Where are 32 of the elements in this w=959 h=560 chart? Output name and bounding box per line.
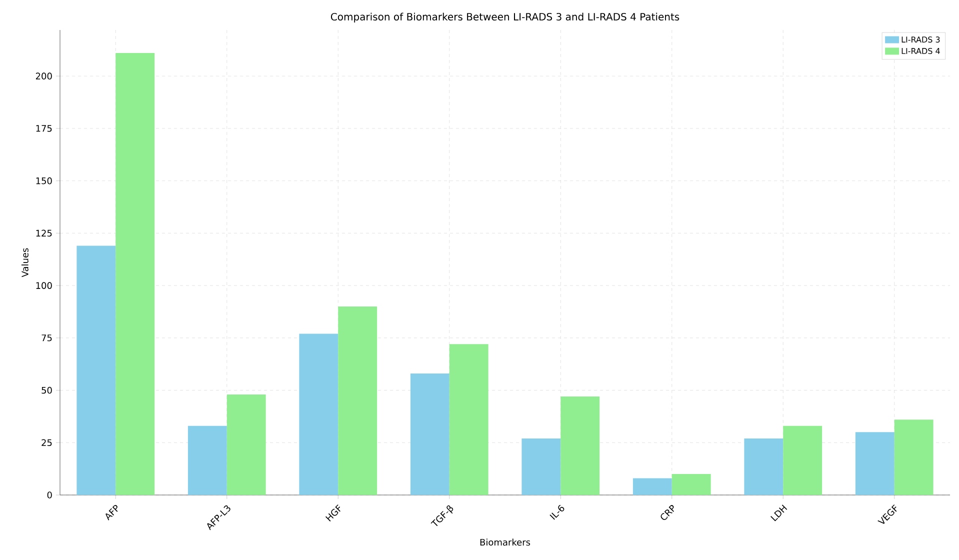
bar	[632, 478, 672, 495]
y-tick-label: 100	[36, 282, 52, 289]
y-tick-label: 150	[36, 177, 52, 184]
bar	[672, 474, 711, 495]
bar	[855, 432, 894, 495]
bar	[522, 438, 561, 495]
bar	[226, 394, 266, 495]
x-axis-title: Biomarkers	[480, 538, 530, 546]
y-tick-label: 25	[42, 439, 52, 446]
bar	[76, 246, 116, 495]
bar	[744, 438, 784, 495]
bar	[299, 334, 338, 495]
bar	[560, 396, 600, 495]
chart-title: Comparison of Biomarkers Between LI-RADS 3 and LI-RADS 4 Patients	[330, 12, 680, 22]
bar	[116, 53, 155, 495]
bar	[783, 426, 822, 495]
y-tick-label: 50	[42, 386, 52, 394]
y-tick-label: 175	[36, 125, 52, 132]
bar	[410, 374, 450, 495]
y-tick-label: 75	[42, 334, 52, 342]
legend-label: LI-RADS 3	[902, 36, 940, 43]
y-tick-label: 125	[36, 230, 52, 237]
bar	[894, 420, 934, 495]
y-tick-label: 0	[47, 492, 52, 498]
y-tick-label: 200	[36, 72, 52, 80]
y-axis-title: Values	[21, 248, 28, 278]
x-tick-label: CRP	[660, 505, 674, 520]
legend-label: LI-RADS 4	[902, 48, 940, 54]
x-tick-label: IL-6	[550, 504, 564, 520]
bar	[188, 426, 227, 495]
bar	[338, 306, 378, 495]
bar	[449, 344, 488, 495]
